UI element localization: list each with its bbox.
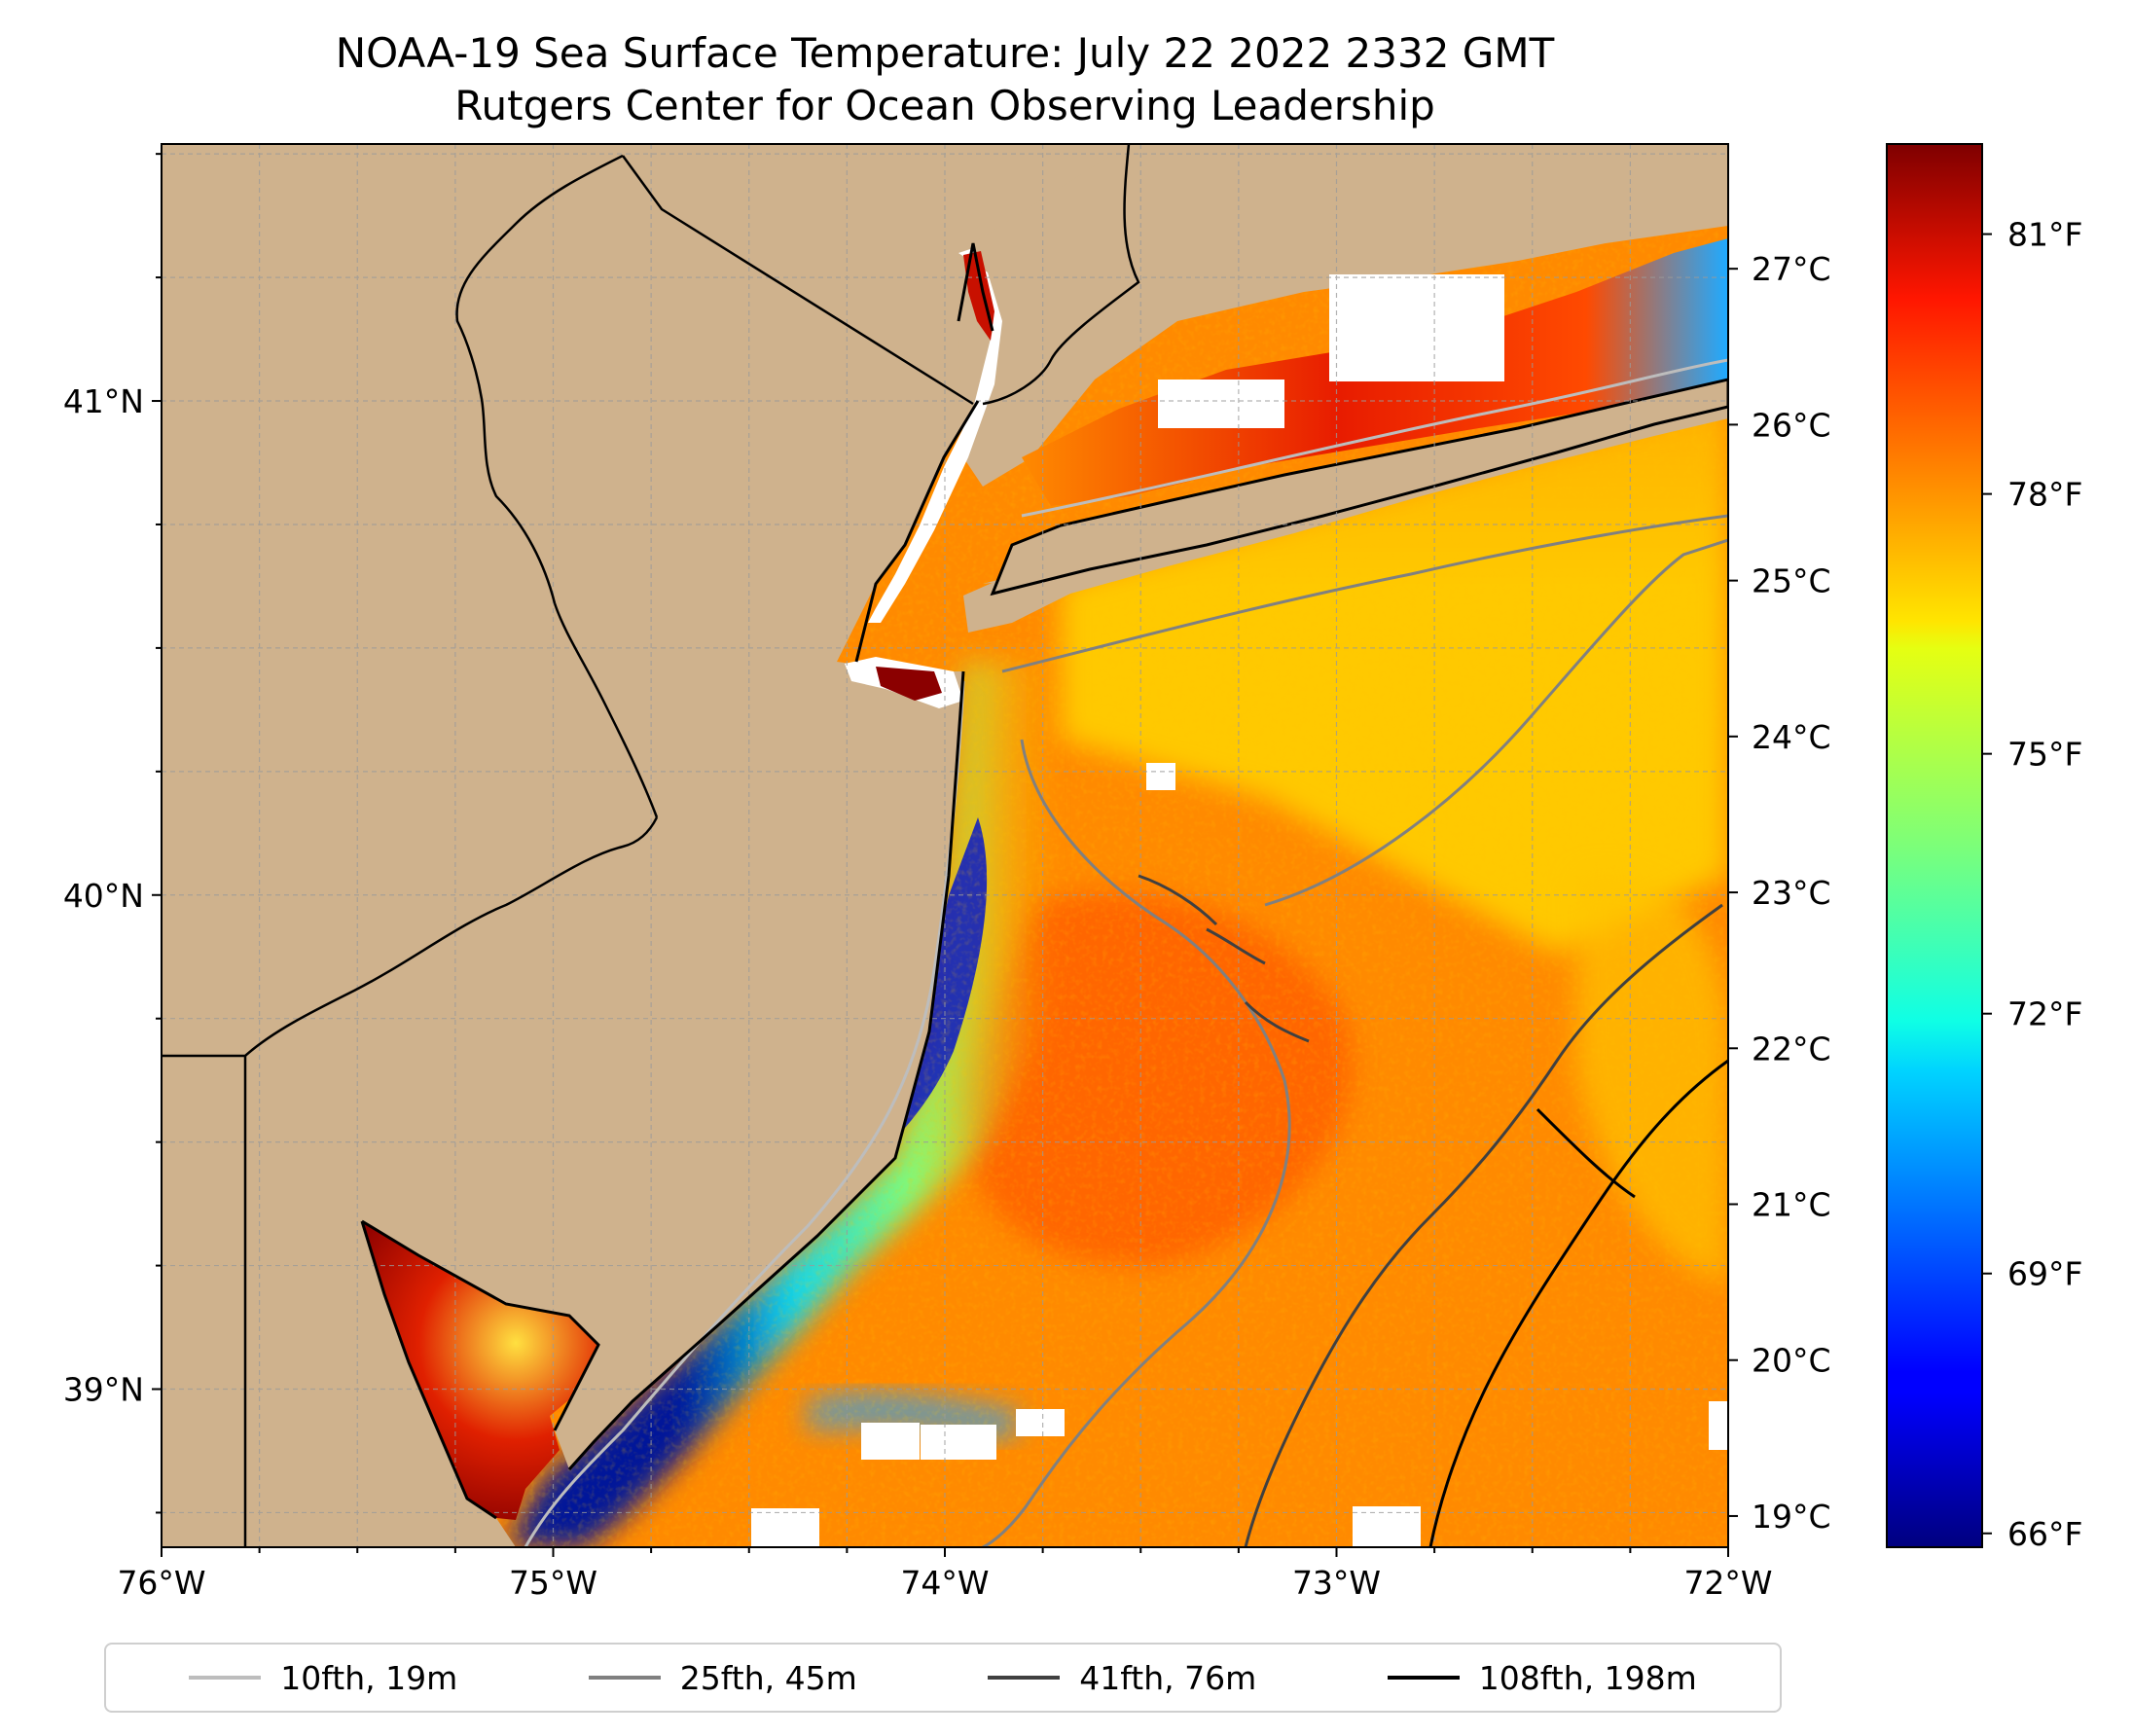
contour-25fth bbox=[982, 514, 1728, 1547]
delaware-bay-water bbox=[362, 1221, 598, 1520]
fahrenheit-tick-label: 81°F bbox=[2007, 216, 2082, 254]
lat-tick-label: 40°N bbox=[63, 877, 144, 915]
long-island-land-strip bbox=[990, 378, 1728, 597]
celsius-tick-label: 27°C bbox=[1752, 250, 1831, 288]
legend-item-10fth: 10fth, 19m bbox=[189, 1659, 457, 1697]
sound-cloud-mask bbox=[1158, 274, 1504, 428]
legend-item-108fth: 108fth, 198m bbox=[1387, 1658, 1697, 1697]
fahrenheit-tick-label: 66°F bbox=[2007, 1515, 2082, 1553]
colorbar-gradient bbox=[1886, 143, 1983, 1548]
fahrenheit-tick-label: 69°F bbox=[2007, 1255, 2082, 1293]
legend-label-25fth: 25fth, 45m bbox=[679, 1658, 857, 1697]
gridlines bbox=[162, 144, 1728, 1547]
legend: 10fth, 19m 25fth, 45m 41fth, 76m 108fth,… bbox=[104, 1643, 1782, 1713]
legend-item-25fth: 25fth, 45m bbox=[588, 1658, 857, 1697]
celsius-tick-label: 19°C bbox=[1752, 1498, 1831, 1536]
celsius-tick-label: 23°C bbox=[1752, 874, 1831, 912]
legend-swatch-41fth bbox=[988, 1676, 1061, 1680]
celsius-tick-label: 20°C bbox=[1752, 1342, 1831, 1380]
lon-tick-label: 74°W bbox=[900, 1564, 989, 1602]
fahrenheit-tick-label: 72°F bbox=[2007, 995, 2082, 1033]
latitude-ticks: 41°N 40°N 39°N bbox=[63, 153, 162, 1514]
legend-swatch-10fth bbox=[189, 1676, 262, 1680]
lon-tick-label: 73°W bbox=[1292, 1564, 1381, 1602]
land-ny-ct bbox=[958, 144, 1728, 487]
celsius-tick-label: 26°C bbox=[1752, 406, 1831, 444]
legend-label-10fth: 10fth, 19m bbox=[280, 1658, 458, 1697]
contour-41fth bbox=[1138, 874, 1723, 1547]
fahrenheit-ticks: 66°F 69°F 72°F 75°F 78°F 81°F bbox=[1982, 216, 2082, 1553]
coastline bbox=[360, 242, 994, 1520]
celsius-tick-label: 21°C bbox=[1752, 1186, 1831, 1224]
celsius-tick-label: 22°C bbox=[1752, 1030, 1831, 1067]
map-title: NOAA-19 Sea Surface Temperature: July 22… bbox=[335, 29, 1555, 77]
legend-item-41fth: 41fth, 76m bbox=[988, 1659, 1256, 1697]
legend-swatch-108fth bbox=[1387, 1676, 1460, 1680]
state-borders bbox=[162, 144, 1140, 1547]
celsius-ticks: 19°C 20°C 21°C 22°C 23°C 24°C 25°C 26°C 27°C bbox=[1728, 250, 1831, 1536]
fahrenheit-tick-label: 75°F bbox=[2007, 736, 2082, 774]
raritan-bay-warm bbox=[876, 667, 942, 701]
hudson-warm-water bbox=[963, 251, 994, 341]
lon-tick-label: 72°W bbox=[1683, 1564, 1772, 1602]
legend-label-108fth: 108fth, 198m bbox=[1478, 1658, 1697, 1697]
celsius-tick-label: 25°C bbox=[1752, 562, 1831, 600]
contour-108fth bbox=[1428, 1059, 1728, 1547]
legend-swatch-25fth bbox=[588, 1676, 661, 1680]
hudson-river bbox=[868, 248, 1002, 623]
fahrenheit-tick-label: 78°F bbox=[2007, 476, 2082, 514]
celsius-tick-label: 24°C bbox=[1752, 718, 1831, 756]
land-nj-pa-de bbox=[162, 144, 1129, 1547]
map-subtitle: Rutgers Center for Ocean Observing Leade… bbox=[454, 82, 1435, 129]
lat-tick-label: 41°N bbox=[63, 382, 144, 420]
lat-tick-label: 39°N bbox=[63, 1371, 144, 1409]
cloud-mask bbox=[751, 763, 1728, 1547]
legend-label-41fth: 41fth, 76m bbox=[1079, 1658, 1257, 1697]
longitude-ticks: 76°W 75°W 74°W 73°W 72°W bbox=[117, 1547, 1773, 1602]
lon-tick-label: 75°W bbox=[509, 1564, 597, 1602]
lon-tick-label: 76°W bbox=[117, 1564, 205, 1602]
